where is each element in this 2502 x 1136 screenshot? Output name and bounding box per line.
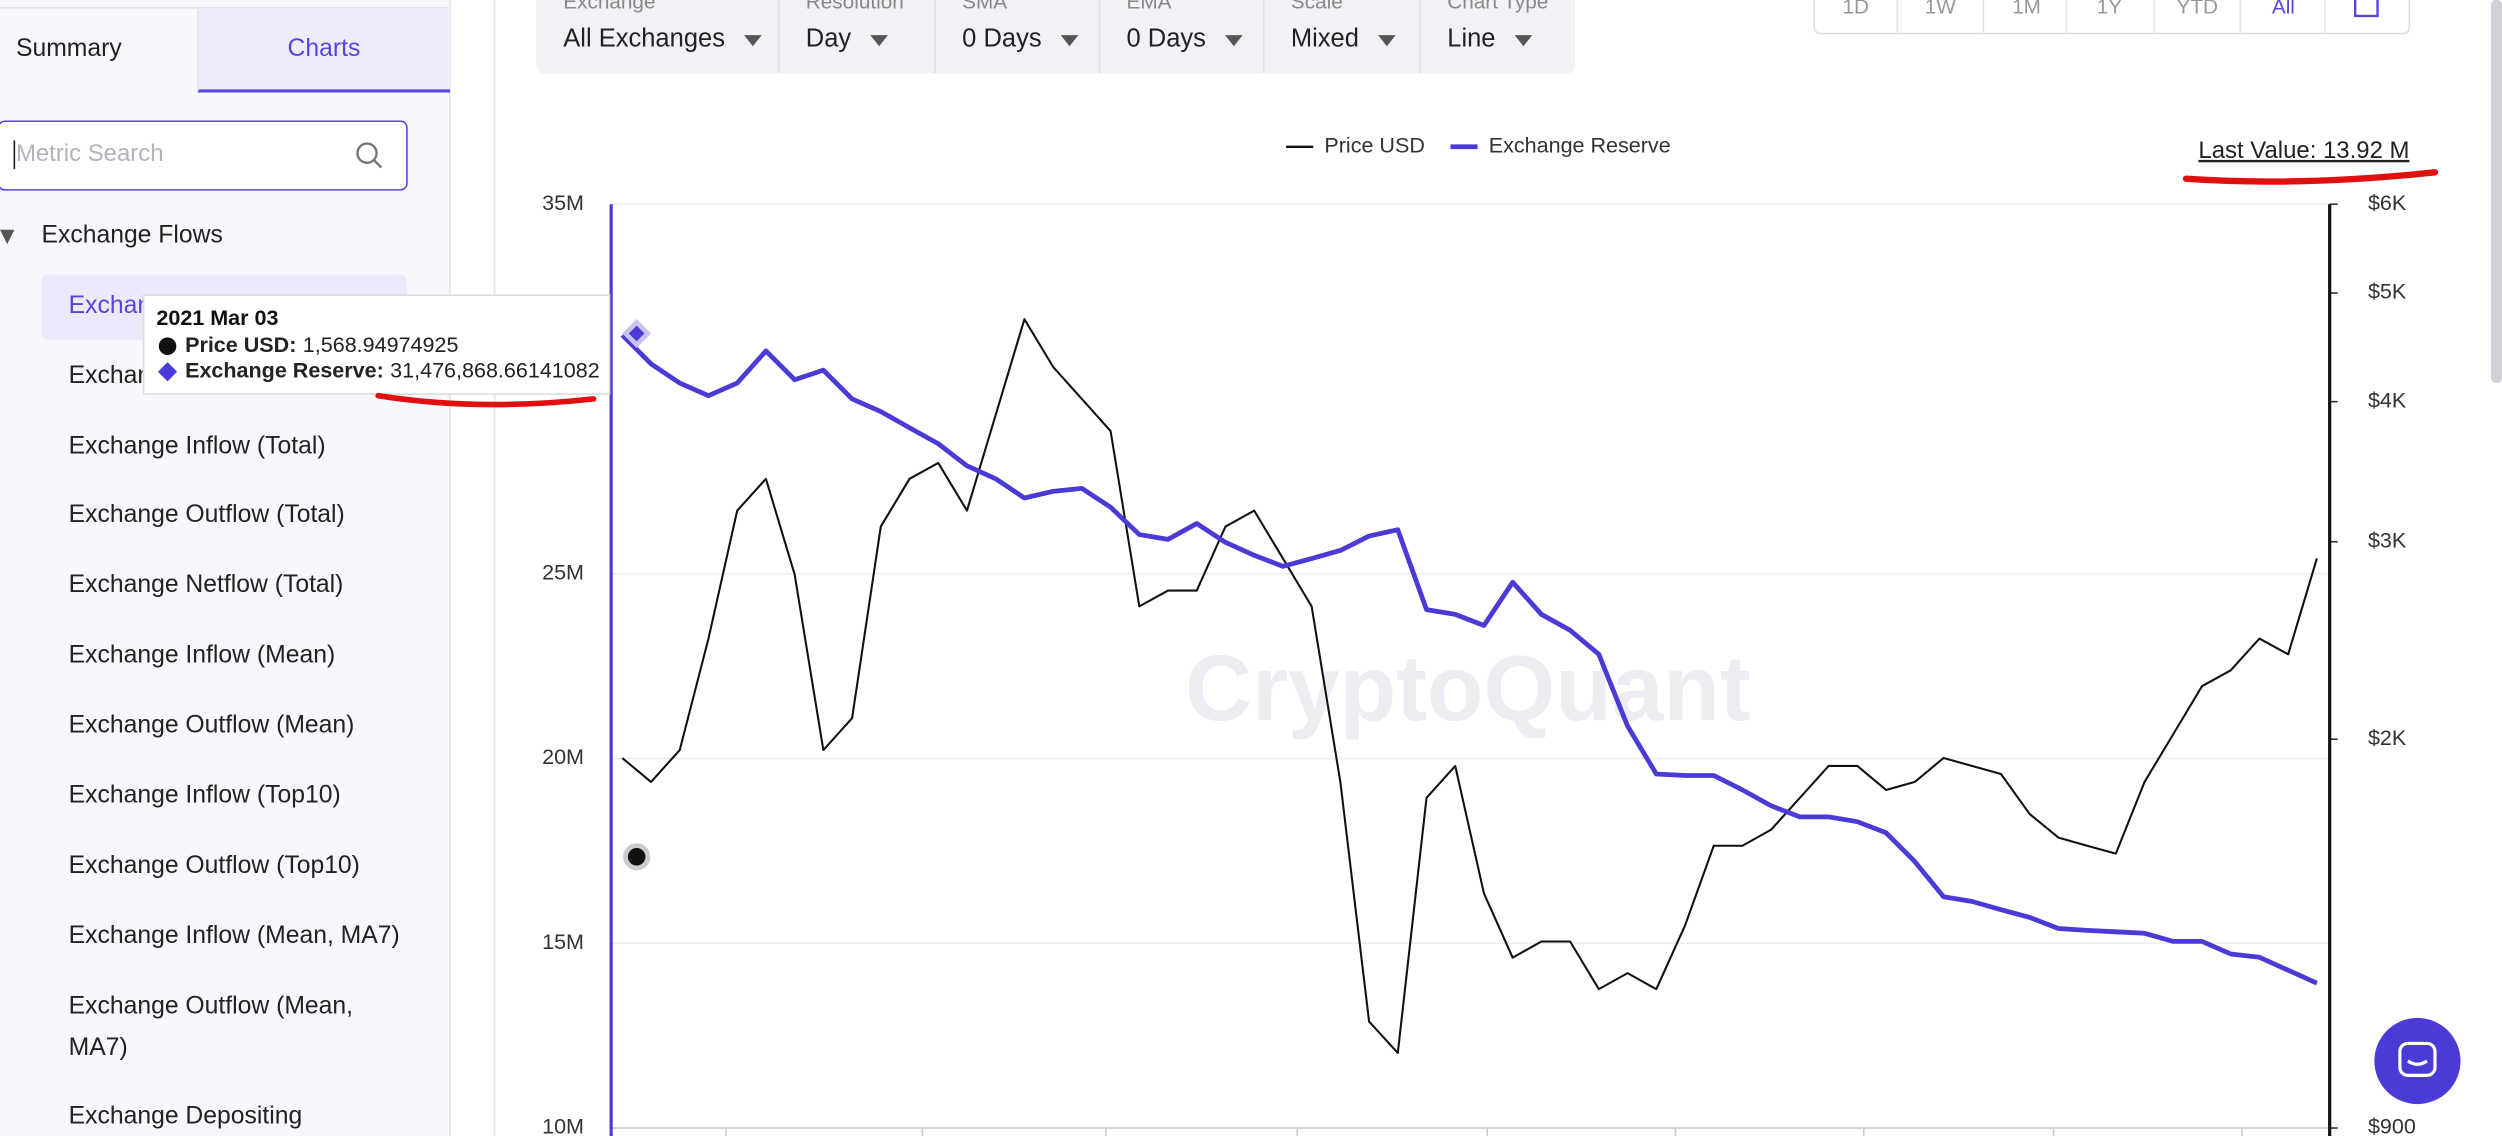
tooltip-label: Exchange Reserve:	[185, 358, 384, 382]
dropdown-label: EMA	[1127, 0, 1172, 14]
menu-item[interactable]: Exchange Inflow (Mean, MA7)	[69, 922, 400, 949]
dropdown-value[interactable]: 0 Days	[962, 25, 1041, 53]
menu-item[interactable]: Exchange Inflow (Top10)	[69, 782, 341, 809]
menu-item[interactable]: Exchange Outflow (Total)	[69, 501, 345, 528]
calendar-icon[interactable]	[2354, 0, 2379, 18]
search-placeholder: Metric Search	[16, 140, 164, 167]
menu-item[interactable]: Exchange Inflow (Mean)	[69, 641, 336, 668]
search-icon	[373, 159, 383, 169]
tooltip-label: Price USD:	[185, 333, 296, 357]
tooltip-date: 2021 Mar 03	[156, 306, 278, 330]
menu-item[interactable]: Exchange Outflow (Mean)	[69, 711, 355, 738]
series-line	[620, 333, 2318, 986]
chat-button[interactable]	[2374, 1017, 2461, 1105]
tree-toggle[interactable]	[0, 229, 15, 245]
dropdown-value[interactable]: Mixed	[1291, 25, 1359, 53]
tab-active-bg	[197, 7, 450, 91]
dropdown-label: Exchange	[563, 0, 655, 14]
search-box[interactable]	[0, 120, 408, 191]
tab[interactable]: Summary	[16, 35, 122, 62]
watermark: CryptoQuant	[1185, 636, 1750, 740]
dropdown-caret	[1060, 35, 1079, 47]
range-button[interactable]: 1Y	[2097, 0, 2123, 18]
dropdown-value[interactable]: All Exchanges	[563, 25, 725, 53]
tooltip-row: Exchange Reserve: 31,476,868.66141082	[185, 358, 600, 382]
y2-tick-label: $2K	[2368, 726, 2407, 750]
tab[interactable]: Charts	[288, 35, 361, 62]
y-tick-label: 25M	[542, 560, 584, 584]
scrollbar	[2490, 0, 2502, 383]
dropdown-label: Resolution	[806, 0, 904, 14]
y-tick-label: 10M	[542, 1115, 584, 1136]
y2-tick-label: $6K	[2368, 191, 2407, 215]
range-group	[1813, 0, 2411, 35]
range-button[interactable]: 1D	[1842, 0, 1869, 18]
dropdown-value[interactable]: 0 Days	[1127, 25, 1206, 53]
annotation-scribble	[2182, 169, 2439, 185]
tooltip-icon	[158, 337, 177, 355]
cursor-marker	[622, 318, 652, 349]
dropdown-caret	[744, 35, 762, 47]
dropdown-value[interactable]: Day	[806, 25, 852, 53]
range-button[interactable]: 1M	[2012, 0, 2041, 18]
dropdown-label: SMA	[962, 0, 1007, 14]
annotation-scribble	[375, 392, 597, 408]
chat-icon	[2406, 1059, 2428, 1066]
tooltip-value: 31,476,868.66141082	[390, 358, 600, 382]
dropdown-caret	[870, 35, 888, 47]
y2-tick-label: $900	[2368, 1115, 2416, 1136]
range-button[interactable]: YTD	[2176, 0, 2217, 18]
cursor-marker	[623, 843, 651, 871]
dropdown-caret	[1514, 35, 1533, 47]
legend-label[interactable]: Exchange Reserve	[1489, 133, 1671, 157]
y-tick-label: 15M	[542, 930, 584, 954]
menu-item[interactable]: MA7)	[69, 1034, 128, 1061]
menu-item[interactable]: Exchange Netflow (Total)	[69, 571, 344, 598]
y2-tick-label: $5K	[2368, 280, 2407, 304]
dropdown-caret	[1378, 35, 1396, 47]
range-button[interactable]: All	[2272, 0, 2295, 18]
search-icon	[356, 142, 378, 164]
y-tick-label: 35M	[542, 191, 584, 215]
main-panel	[494, 0, 2502, 1136]
tree-group[interactable]: Exchange Flows	[41, 222, 222, 249]
toolbar	[536, 0, 1575, 74]
y2-tick-label: $4K	[2368, 388, 2407, 412]
y2-tick-label: $3K	[2368, 528, 2407, 552]
menu-item[interactable]: Exchange Outflow (Top10)	[69, 852, 360, 879]
legend-label[interactable]: Price USD	[1324, 133, 1425, 157]
tooltip-row: Price USD: 1,568.94974925	[185, 333, 458, 357]
menu-item[interactable]: Exchange Inflow (Total)	[69, 432, 326, 459]
range-button[interactable]: 1W	[1925, 0, 1957, 18]
tooltip	[142, 294, 611, 395]
y-tick-label: 20M	[542, 745, 584, 769]
tooltip-icon	[157, 362, 178, 382]
dropdown-label: Chart Type	[1447, 0, 1548, 14]
tooltip-value: 1,568.94974925	[303, 333, 459, 357]
series-line	[621, 318, 2318, 1054]
menu-item[interactable]: Exchange Depositing	[69, 1102, 303, 1129]
chat-icon	[2398, 1041, 2437, 1077]
dropdown-label: Scale	[1291, 0, 1343, 14]
dropdown-value[interactable]: Line	[1447, 25, 1495, 53]
menu-item[interactable]: Exchange Outflow (Mean,	[69, 992, 353, 1019]
dropdown-caret	[1225, 35, 1243, 47]
last-value: Last Value: 13.92 M	[2198, 137, 2409, 164]
